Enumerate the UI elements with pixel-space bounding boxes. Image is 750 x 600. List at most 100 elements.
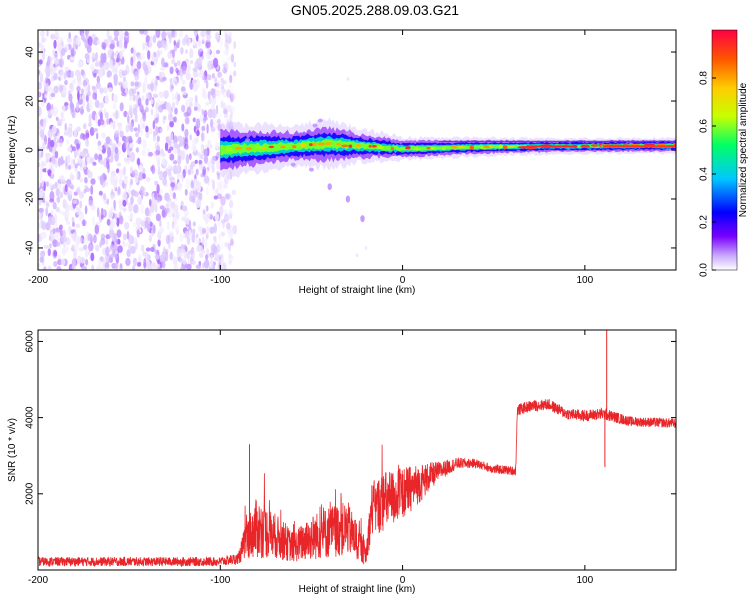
noise-blob <box>45 76 49 83</box>
noise-blob <box>202 209 206 215</box>
noise-blob <box>124 136 130 143</box>
noise-blob <box>40 30 45 38</box>
noise-blob <box>161 209 166 218</box>
noise-blob <box>214 213 220 222</box>
noise-blob <box>226 228 232 234</box>
noise-blob <box>130 178 133 186</box>
noise-blob <box>133 127 138 132</box>
noise-blob <box>127 115 130 124</box>
noise-blob <box>175 164 181 174</box>
noise-blob <box>183 142 186 149</box>
snr-background <box>38 330 676 570</box>
noise-blob <box>59 70 64 81</box>
snr-y-label: SNR (10 * v/v) <box>7 418 18 482</box>
faint-dot <box>346 77 350 81</box>
noise-blob <box>154 254 160 260</box>
noise-blob <box>201 131 204 142</box>
noise-blob <box>222 63 227 70</box>
noise-blob <box>212 50 216 58</box>
noise-blob <box>38 199 42 206</box>
noise-blob <box>43 181 46 192</box>
noise-blob <box>92 39 96 45</box>
noise-blob <box>165 102 171 111</box>
noise-blob <box>180 47 184 55</box>
noise-blob <box>193 30 198 37</box>
noise-blob <box>230 95 235 102</box>
colorbar-ticks: 0.0 0.2 0.4 0.6 0.8 <box>699 71 716 277</box>
noise-blob <box>112 103 117 110</box>
noise-blob <box>188 220 192 230</box>
noise-blob <box>112 120 116 130</box>
noise-blob <box>76 101 79 112</box>
noise-blob <box>95 244 100 252</box>
noise-blob <box>67 127 73 138</box>
noise-blob <box>162 170 168 179</box>
noise-blob <box>64 184 68 193</box>
noise-blob <box>180 265 185 270</box>
noise-blob <box>107 49 112 58</box>
noise-blob <box>79 134 83 140</box>
noise-blob <box>198 69 204 79</box>
noise-blob <box>79 178 83 183</box>
noise-blob <box>157 263 161 268</box>
noise-blob <box>180 150 186 161</box>
noise-blob <box>94 153 99 161</box>
noise-blob <box>143 258 147 268</box>
noise-blob <box>207 47 211 55</box>
noise-blob <box>210 144 213 149</box>
signal-hotspot <box>590 144 600 147</box>
noise-blob <box>115 262 119 270</box>
signal-hotspot <box>234 146 243 150</box>
noise-blob <box>68 93 73 102</box>
noise-blob <box>193 70 198 78</box>
noise-blob <box>173 203 179 214</box>
noise-blob <box>149 206 155 213</box>
x-tick-label: 100 <box>577 575 594 586</box>
noise-blob <box>125 257 131 267</box>
noise-blob <box>227 31 232 38</box>
noise-blob <box>158 91 164 99</box>
noise-blob <box>54 30 60 38</box>
signal-hotspot <box>268 145 274 149</box>
noise-blob <box>153 51 157 58</box>
noise-blob <box>97 259 103 267</box>
noise-blob <box>113 30 120 38</box>
noise-blob <box>73 127 77 138</box>
colorbar-tick-label: 0.6 <box>699 119 710 133</box>
noise-blob <box>164 142 169 152</box>
noise-blob <box>178 30 184 38</box>
noise-blob <box>136 94 140 100</box>
noise-blob <box>42 140 46 150</box>
noise-blob <box>197 49 201 57</box>
noise-blob <box>206 74 212 81</box>
noise-blob <box>146 223 151 232</box>
noise-blob <box>75 36 81 46</box>
noise-blob <box>137 97 142 107</box>
noise-blob <box>56 196 61 204</box>
noise-blob <box>159 49 163 56</box>
noise-blob <box>145 98 149 106</box>
noise-blob <box>205 254 209 260</box>
noise-blob <box>66 155 71 166</box>
noise-blob <box>221 80 227 85</box>
noise-blob <box>135 132 139 138</box>
noise-blob <box>161 31 167 40</box>
noise-blob <box>42 122 46 132</box>
noise-blob <box>229 74 233 84</box>
snr-frame <box>37 329 677 571</box>
noise-blob <box>148 234 153 243</box>
noise-blob <box>170 182 176 188</box>
signal-hotspot <box>348 144 353 148</box>
noise-blob <box>118 81 123 86</box>
noise-blob <box>202 262 205 269</box>
noise-blob <box>145 106 149 113</box>
noise-blob <box>172 116 177 123</box>
noise-blob <box>87 84 91 93</box>
noise-blob <box>122 192 128 200</box>
noise-blob <box>223 109 229 119</box>
signal-hotspot <box>469 145 474 150</box>
noise-blob <box>188 229 192 240</box>
y-tick-label: 20 <box>25 95 36 107</box>
noise-blob <box>97 145 103 152</box>
